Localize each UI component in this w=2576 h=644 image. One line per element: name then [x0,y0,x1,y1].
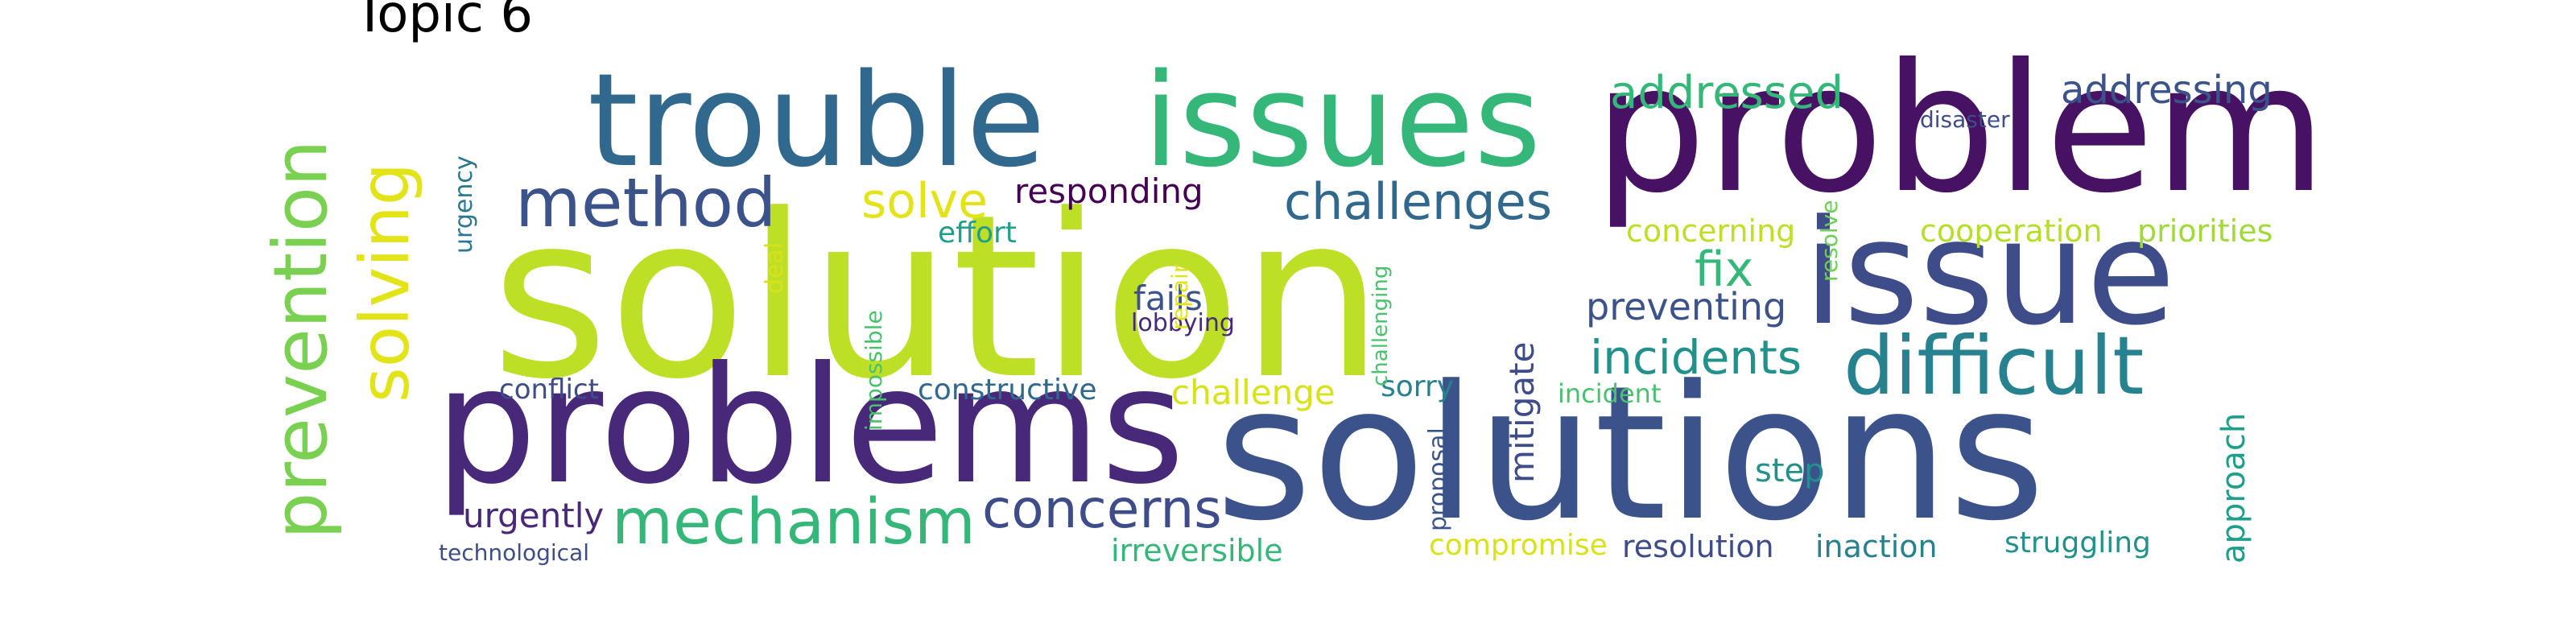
word-step: step [1755,452,1825,489]
figure-title: Topic 6 [354,0,534,44]
word-disaster: disaster [1920,106,2010,133]
word-priorities: priorities [2137,213,2273,249]
word-irreversible: irreversible [1111,533,1283,568]
word-impossible: impossible [861,310,887,431]
word-effort: effort [938,217,1017,250]
word-urgently: urgently [463,496,605,535]
word-prevention: prevention [258,139,344,539]
word-resolve: resolve [1816,200,1843,282]
word-challenge: challenge [1171,373,1335,412]
word-deal: deal [761,242,789,294]
word-concerning: concerning [1626,213,1796,249]
word-problems: problems [435,332,1185,520]
word-difficult: difficult [1843,319,2145,413]
word-method: method [515,163,777,242]
word-issue: issue [1803,189,2176,357]
word-concerns: concerns [982,478,1222,540]
word-sorry: sorry [1381,370,1455,403]
word-incidents: incidents [1590,330,1802,385]
word-fails: fails [1133,279,1203,318]
word-solving: solving [345,162,424,402]
word-constructive: constructive [918,374,1097,407]
word-lobbying: lobbying [1131,309,1235,337]
word-approach: approach [2215,412,2252,564]
word-struggling: struggling [2004,526,2151,559]
word-mechanism: mechanism [612,486,976,559]
word-incident: incident [1558,378,1662,409]
word-addressed: addressed [1610,67,1844,119]
word-fix: fix [1695,242,1754,298]
word-mitigate: mitigate [1502,341,1542,483]
word-challenging: challenging [1368,265,1393,386]
word-technological: technological [439,539,590,566]
word-cooperation: cooperation [1920,213,2103,249]
word-solve: solve [861,173,989,229]
word-challenges: challenges [1284,172,1553,231]
word-repair: repair [1166,263,1193,330]
word-compromise: compromise [1429,529,1608,562]
word-preventing: preventing [1586,285,1787,328]
word-addressing: addressing [2061,68,2273,113]
word-solution: solution [491,167,1384,429]
word-responding: responding [1014,171,1203,211]
word-inaction: inaction [1815,529,1938,564]
word-cloud: solution solutions problem problems issues tr… [258,40,2326,568]
word-conflict: conflict [499,374,599,406]
word-issues: issues [1143,45,1542,196]
word-proposal: proposal [1424,427,1452,531]
word-solutions: solutions [1216,347,2046,562]
word-urgency: urgency [450,155,478,254]
word-trouble: trouble [588,45,1046,196]
word-problem: problem [1594,26,2327,232]
word-resolution: resolution [1622,529,1774,564]
